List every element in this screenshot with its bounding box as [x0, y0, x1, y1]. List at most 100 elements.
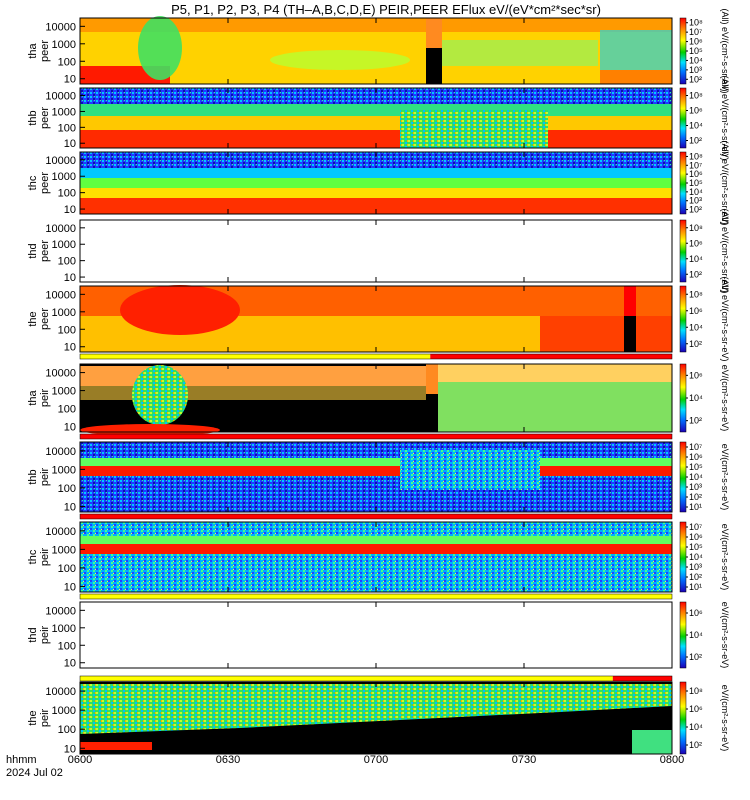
- colorbar-tick-label: 10⁶: [689, 238, 703, 248]
- y-tick-label: 100: [58, 324, 76, 336]
- colorbar-tick-label: 10⁴: [689, 121, 703, 131]
- probe-label: thb: [27, 469, 39, 484]
- colorbar-tick-label: 10²: [689, 205, 702, 215]
- panel-the-peer: [80, 285, 672, 352]
- colorbar-tick-label: 10¹: [689, 502, 702, 512]
- colorbar-units: (All) eV/(cm²-s-sr-eV): [720, 277, 730, 362]
- colorbar: [679, 601, 687, 669]
- y-tick-label: 10: [64, 138, 76, 150]
- probe-label: the: [27, 311, 39, 326]
- y-tick-label: 10000: [45, 223, 76, 235]
- status-bar-frame: [79, 433, 673, 440]
- status-bar-segment: [80, 514, 672, 519]
- y-tick-label: 1000: [52, 307, 76, 319]
- colorbar-tick-label: 10⁴: [689, 254, 703, 264]
- status-bar-frame: [79, 513, 673, 520]
- y-tick-label: 1000: [52, 544, 76, 556]
- panel-the-peir: [80, 682, 672, 754]
- colorbar-tick-label: 10²: [689, 416, 702, 426]
- colorbar-tick-label: 10⁵: [689, 542, 703, 552]
- y-tick-label: 10: [64, 272, 76, 284]
- colorbar: [679, 363, 687, 433]
- instrument-label: peir: [39, 547, 51, 566]
- panel-thc-peer: [80, 152, 672, 214]
- colorbar-tick-label: 10⁷: [689, 442, 702, 452]
- probe-label: thc: [27, 175, 39, 190]
- y-tick-label: 1000: [52, 623, 76, 635]
- colorbar-tick-label: 10²: [689, 339, 702, 349]
- colorbar-tick-label: 10³: [689, 65, 702, 75]
- y-tick-label: 10000: [45, 526, 76, 538]
- y-tick-label: 10000: [45, 686, 76, 698]
- status-bar-segment: [612, 676, 672, 681]
- y-tick-label: 100: [58, 640, 76, 652]
- colorbar-tick-label: 10⁶: [689, 106, 703, 116]
- panel-tha-peir: [80, 364, 672, 436]
- y-tick-label: 10000: [45, 289, 76, 301]
- colorbar-units: eV/(cm²-s-sr-eV): [720, 602, 730, 669]
- y-tick-label: 10000: [45, 605, 76, 617]
- y-tick-label: 10: [64, 422, 76, 434]
- y-tick-label: 100: [58, 188, 76, 200]
- instrument-label: peir: [39, 708, 51, 727]
- y-tick-label: 100: [58, 122, 76, 134]
- y-tick-label: 10: [64, 743, 76, 755]
- y-tick-label: 10: [64, 204, 76, 216]
- y-tick-label: 10000: [45, 155, 76, 167]
- date-label: 2024 Jul 02: [6, 767, 63, 779]
- colorbar-tick-label: 10²: [689, 652, 702, 662]
- x-tick-label: 0700: [364, 754, 388, 766]
- y-tick-label: 100: [58, 404, 76, 416]
- probe-label: thd: [27, 243, 39, 258]
- y-tick-label: 1000: [52, 386, 76, 398]
- probe-label: thc: [27, 549, 39, 564]
- status-bar-segment: [80, 354, 431, 359]
- status-bar-segment: [80, 676, 613, 681]
- x-tick-label: 0800: [660, 754, 684, 766]
- colorbar-tick-label: 10⁷: [689, 160, 702, 170]
- colorbar-tick-label: 10⁴: [689, 552, 703, 562]
- y-tick-label: 10: [64, 581, 76, 593]
- colorbar: [679, 219, 687, 283]
- colorbar-tick-label: 10⁷: [689, 522, 702, 532]
- colorbar-tick-label: 10³: [689, 196, 702, 206]
- probe-label: thb: [27, 110, 39, 125]
- panel-thb-peer: [80, 88, 672, 148]
- panel-thd-peer: [80, 220, 672, 282]
- colorbar-tick-label: 10²: [689, 74, 702, 84]
- colorbar-tick-label: 10⁶: [689, 306, 703, 316]
- time-axis-label: hhmm: [6, 754, 37, 766]
- colorbar: [679, 17, 687, 85]
- colorbar-tick-label: 10⁶: [689, 37, 703, 47]
- colorbar-tick-label: 10⁶: [689, 370, 703, 380]
- colorbar-tick-label: 10⁵: [689, 178, 703, 188]
- colorbar-tick-label: 10⁸: [689, 223, 703, 233]
- instrument-label: peer: [39, 172, 51, 194]
- colorbar-tick-label: 10³: [689, 482, 702, 492]
- y-tick-label: 100: [58, 256, 76, 268]
- colorbar-tick-label: 10²: [689, 492, 702, 502]
- colorbar: [679, 87, 687, 149]
- instrument-label: peer: [39, 308, 51, 330]
- status-bar-segment: [80, 434, 672, 439]
- colorbar-tick-label: 10¹: [689, 582, 702, 592]
- status-bar-frame: [79, 353, 673, 360]
- colorbar: [679, 151, 687, 215]
- colorbar: [679, 681, 687, 755]
- colorbar: [679, 441, 687, 513]
- colorbar-tick-label: 10⁴: [689, 322, 703, 332]
- colorbar-tick-label: 10⁸: [689, 91, 703, 101]
- instrument-label: peir: [39, 625, 51, 644]
- panel-tha-peer: [80, 16, 672, 84]
- colorbar-tick-label: 10⁴: [689, 472, 703, 482]
- instrument-label: peer: [39, 240, 51, 262]
- panel-thc-peir: [80, 522, 672, 592]
- y-tick-label: 1000: [52, 106, 76, 118]
- chart-title: P5, P1, P2, P3, P4 (TH–A,B,C,D,E) PEIR,P…: [171, 2, 601, 17]
- colorbar-tick-label: 10⁷: [689, 27, 702, 37]
- x-tick-label: 0630: [216, 754, 240, 766]
- status-bar-segment: [80, 594, 672, 599]
- colorbar-tick-label: 10³: [689, 562, 702, 572]
- colorbar-tick-label: 10⁶: [689, 704, 703, 714]
